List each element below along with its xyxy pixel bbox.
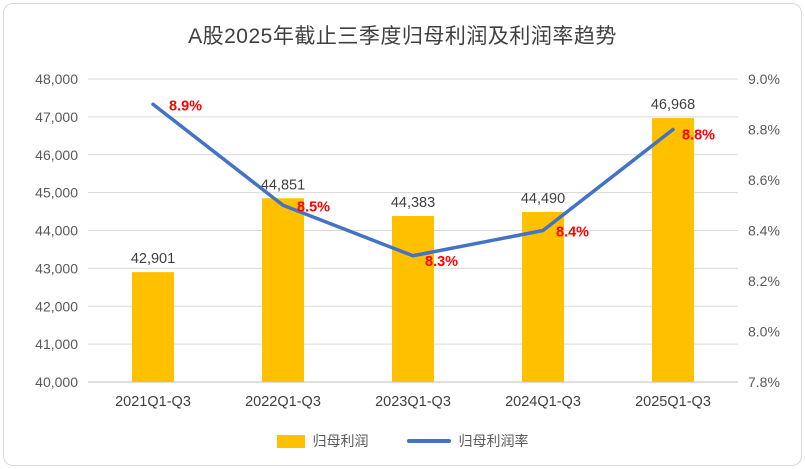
legend-item-profit: 归母利润 [276, 431, 369, 451]
y-right-tick-label: 8.2% [748, 273, 780, 289]
y-right-tick-label: 9.0% [748, 71, 780, 87]
plot-area: 40,000 41,000 42,000 43,000 44,000 45,000 46,0… [35, 71, 780, 410]
y-left-tick-label: 42,000 [35, 298, 78, 314]
line-value-label: 8.8% [682, 128, 715, 144]
y-right-tick-label: 8.6% [748, 172, 780, 188]
bar-value-label: 44,851 [261, 177, 305, 193]
y-left-tick-label: 46,000 [35, 147, 78, 163]
y-right-tick-label: 8.8% [748, 122, 780, 138]
y-left-tick-label: 44,000 [35, 223, 78, 239]
line-series-swatch-icon [406, 439, 451, 443]
y-right-tick-label: 7.8% [748, 374, 780, 390]
x-tick-label: 2024Q1-Q3 [505, 394, 581, 410]
bar [652, 118, 694, 382]
x-tick-label: 2023Q1-Q3 [375, 394, 451, 410]
y-left-tick-label: 45,000 [35, 185, 78, 201]
y-left-tick-label: 41,000 [35, 336, 78, 352]
bar [522, 211, 564, 382]
y-left-tick-label: 40,000 [35, 374, 78, 390]
y-left-tick-label: 47,000 [35, 109, 78, 125]
bar-value-label: 42,901 [131, 251, 175, 267]
legend-item-margin: 归母利润率 [406, 431, 529, 451]
legend-label-margin: 归母利润率 [458, 433, 529, 449]
x-tick-label: 2021Q1-Q3 [115, 394, 191, 410]
bar [132, 272, 174, 382]
x-tick-label: 2025Q1-Q3 [635, 394, 711, 410]
bar [392, 215, 434, 382]
y-right-tick-label: 8.0% [748, 324, 780, 340]
bar-value-label: 46,968 [651, 97, 695, 113]
x-tick-label: 2022Q1-Q3 [245, 394, 321, 410]
line-value-label: 8.3% [425, 254, 458, 270]
legend-label-profit: 归母利润 [312, 433, 369, 449]
bar-value-label: 44,383 [391, 195, 435, 211]
chart-title: A股2025年截止三季度归母利润及利润率趋势 [188, 25, 617, 48]
legend: 归母利润 归母利润率 [4, 431, 801, 451]
line-value-label: 8.5% [297, 199, 330, 215]
bar [262, 198, 304, 382]
line-value-label: 8.4% [556, 225, 589, 241]
bar-value-label: 44,490 [521, 191, 565, 207]
margin-line [151, 102, 675, 258]
chart-container: A股2025年截止三季度归母利润及利润率趋势 40,000 41,000 42,00… [3, 3, 802, 466]
y-left-tick-label: 48,000 [35, 71, 78, 87]
y-left-tick-label: 43,000 [35, 260, 78, 276]
line-value-label: 8.9% [169, 98, 202, 114]
y-right-tick-label: 8.4% [748, 223, 780, 239]
bar-series-swatch-icon [276, 434, 305, 448]
